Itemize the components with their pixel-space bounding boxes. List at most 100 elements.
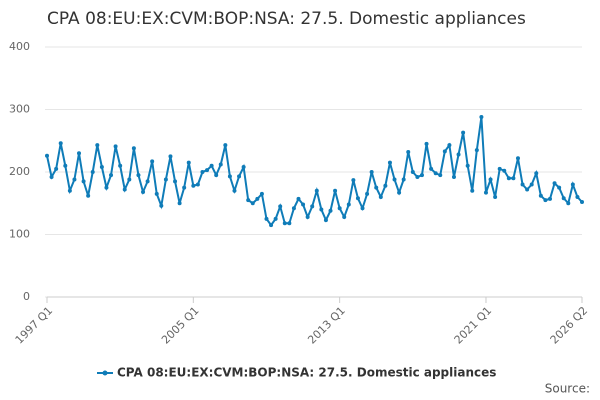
data-point (150, 159, 155, 164)
data-point (246, 198, 251, 203)
data-point (465, 163, 470, 168)
data-point (118, 163, 123, 168)
data-point (387, 160, 392, 165)
data-point (383, 183, 388, 188)
data-point (392, 177, 397, 182)
data-point (95, 143, 100, 148)
data-point (534, 171, 539, 176)
x-tick-label: 2021 Q1 (452, 304, 495, 347)
data-point (200, 170, 205, 174)
data-point (77, 151, 82, 156)
data-point (127, 177, 132, 182)
data-point (351, 178, 356, 183)
data-point (488, 177, 493, 182)
y-tick-label: 200 (9, 165, 30, 178)
data-point (205, 168, 210, 173)
data-point (369, 170, 374, 174)
data-point (282, 221, 287, 226)
data-point (538, 193, 543, 198)
data-point (543, 198, 548, 203)
data-point (511, 176, 516, 181)
data-point (333, 188, 338, 193)
data-point (323, 218, 328, 223)
data-point (360, 206, 365, 211)
data-point (328, 208, 333, 213)
data-point (113, 144, 118, 149)
x-tick-label: 1997 Q1 (13, 304, 56, 347)
x-tick-label: 2005 Q1 (159, 304, 202, 347)
data-point (86, 193, 91, 198)
data-point (195, 182, 200, 187)
data-point (502, 168, 507, 173)
data-point (557, 185, 562, 190)
legend-marker (102, 370, 108, 376)
data-point (67, 188, 72, 193)
data-point (72, 177, 77, 182)
data-point (136, 173, 141, 178)
data-point (182, 185, 187, 190)
data-point (218, 162, 223, 167)
data-point (45, 153, 49, 158)
data-point (145, 179, 150, 184)
data-point (566, 201, 571, 206)
data-point (223, 143, 228, 148)
data-point (81, 179, 86, 184)
data-point (273, 216, 278, 221)
data-point (163, 177, 168, 182)
data-point (173, 179, 178, 184)
data-point (177, 201, 182, 206)
data-point (429, 166, 434, 171)
data-point (314, 188, 319, 193)
data-point (570, 182, 575, 187)
data-point (287, 221, 292, 226)
data-point (241, 165, 246, 169)
data-point (109, 173, 114, 178)
data-point (342, 215, 347, 219)
data-point (479, 115, 484, 119)
data-point (255, 196, 260, 201)
data-point (442, 149, 447, 154)
data-point (250, 201, 255, 206)
data-point (259, 191, 264, 196)
data-point (269, 223, 274, 228)
data-point (237, 174, 242, 179)
data-point (552, 181, 557, 186)
data-point (90, 170, 95, 174)
data-point (406, 150, 411, 154)
data-point (227, 174, 232, 179)
data-point (264, 216, 269, 221)
data-point (365, 191, 370, 196)
source: Source: (545, 382, 590, 396)
data-point (159, 203, 164, 208)
data-point (438, 173, 443, 178)
data-point (296, 196, 301, 201)
data-point (209, 163, 214, 168)
data-point (529, 182, 534, 187)
data-point (447, 143, 452, 148)
data-point (506, 176, 511, 181)
data-point (54, 166, 59, 171)
data-point (104, 185, 109, 190)
data-point (310, 204, 315, 209)
data-point (99, 165, 104, 169)
data-point (355, 196, 360, 201)
y-tick-label: 400 (9, 40, 30, 53)
data-point (305, 215, 310, 219)
data-point (474, 148, 479, 153)
data-point (122, 187, 127, 192)
data-point (515, 156, 520, 161)
data-point (580, 200, 584, 204)
data-point (493, 195, 498, 199)
x-tick-label: 2013 Q1 (305, 304, 348, 347)
data-point (278, 204, 283, 209)
x-tick-label: 2026 Q2 (548, 304, 591, 347)
data-point (154, 191, 159, 196)
data-point (520, 182, 525, 187)
data-point (470, 188, 475, 193)
data-point (419, 173, 424, 178)
data-point (497, 166, 502, 171)
y-tick-label: 300 (9, 103, 30, 116)
data-point (575, 195, 580, 199)
data-point (547, 196, 552, 201)
